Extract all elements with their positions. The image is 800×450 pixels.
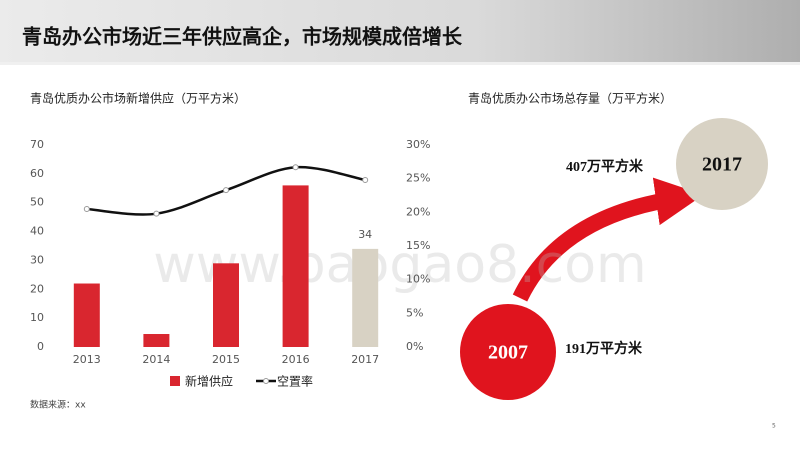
title-rule	[0, 62, 800, 65]
line-point	[223, 187, 229, 194]
value-label: 34	[358, 228, 372, 241]
end-year: 2017	[702, 154, 742, 176]
page-number: 5	[772, 423, 776, 430]
end-circle	[676, 118, 768, 210]
bar	[73, 283, 100, 347]
x-tick-label: 2017	[351, 353, 379, 366]
y-tick-label: 70	[30, 138, 44, 151]
start-year: 2007	[488, 342, 528, 364]
y2-tick-label: 5%	[406, 306, 423, 319]
legend-label: 新增供应	[185, 374, 233, 389]
y-tick-label: 0	[37, 340, 44, 353]
y2-tick-label: 25%	[406, 172, 430, 185]
y-tick-label: 30	[30, 253, 44, 266]
y-tick-label: 60	[30, 167, 44, 180]
slide-title: 青岛办公市场近三年供应高企，市场规模成倍增长	[22, 25, 463, 49]
line-point	[362, 177, 369, 184]
bar	[282, 185, 309, 347]
x-tick-label: 2016	[282, 353, 310, 366]
line-point	[153, 210, 160, 217]
bar	[143, 334, 170, 347]
title-band	[0, 0, 800, 62]
y2-tick-label: 20%	[406, 205, 430, 218]
x-tick-label: 2015	[212, 353, 240, 366]
end-label: 407万平方米	[566, 158, 644, 175]
chart-title: 青岛优质办公市场新增供应（万平方米）	[30, 91, 246, 106]
x-tick-label: 2013	[73, 353, 101, 366]
legend-swatch	[263, 378, 269, 384]
y-tick-label: 20	[30, 282, 44, 295]
y2-tick-label: 10%	[406, 273, 430, 286]
y-tick-label: 10	[30, 311, 44, 324]
start-label: 191万平方米	[565, 340, 643, 357]
y-tick-label: 40	[30, 225, 44, 238]
y-tick-label: 50	[30, 196, 44, 209]
diagram-title: 青岛优质办公市场总存量（万平方米）	[468, 91, 672, 106]
y2-tick-label: 30%	[406, 138, 430, 151]
y2-tick-label: 15%	[406, 239, 430, 252]
bar	[213, 263, 239, 347]
start-circle	[460, 304, 556, 400]
growth-arrow	[512, 177, 704, 302]
bar	[352, 248, 379, 347]
source: 数据来源：xx	[30, 399, 86, 411]
y2-tick-label: 0%	[406, 340, 423, 353]
legend-swatch	[170, 376, 180, 386]
legend-label: 空置率	[277, 374, 313, 389]
line-point	[83, 205, 90, 212]
line-point	[292, 164, 299, 171]
x-tick-label: 2014	[142, 353, 170, 366]
